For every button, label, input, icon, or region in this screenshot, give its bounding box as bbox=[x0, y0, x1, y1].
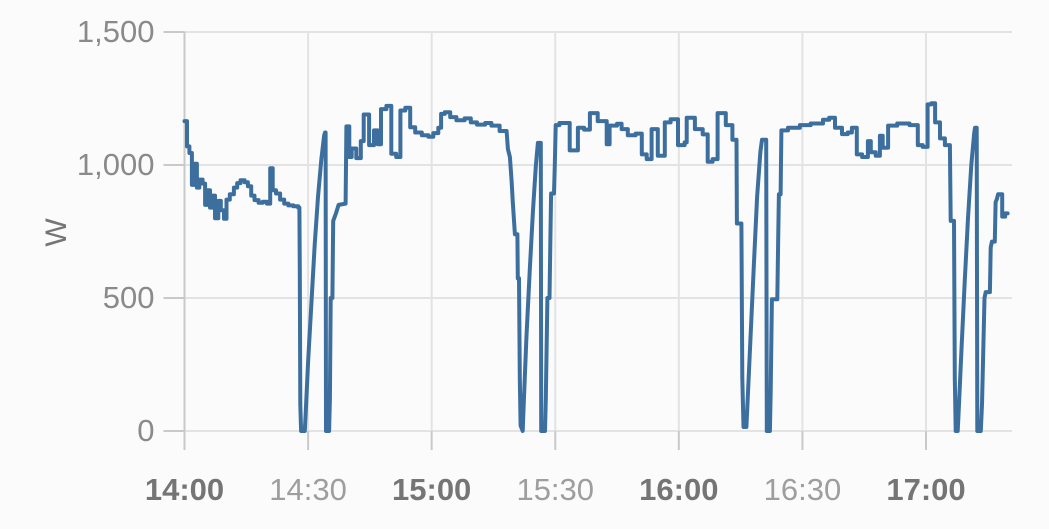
x-tick-label: 16:30 bbox=[764, 472, 842, 507]
x-tick-label: 16:00 bbox=[639, 472, 718, 507]
power-series-line[interactable] bbox=[182, 101, 1010, 433]
x-tick-label: 14:00 bbox=[145, 472, 224, 507]
y-tick-label: 1,000 bbox=[77, 147, 155, 182]
y-tick-label: 0 bbox=[137, 413, 154, 448]
y-tick-label: 1,500 bbox=[77, 14, 155, 49]
x-tick-label: 14:30 bbox=[269, 472, 347, 507]
x-tick-label: 15:30 bbox=[516, 472, 594, 507]
x-tick-label: 15:00 bbox=[392, 472, 471, 507]
x-tick-label: 17:00 bbox=[886, 472, 965, 507]
y-tick-label: 500 bbox=[103, 280, 155, 315]
